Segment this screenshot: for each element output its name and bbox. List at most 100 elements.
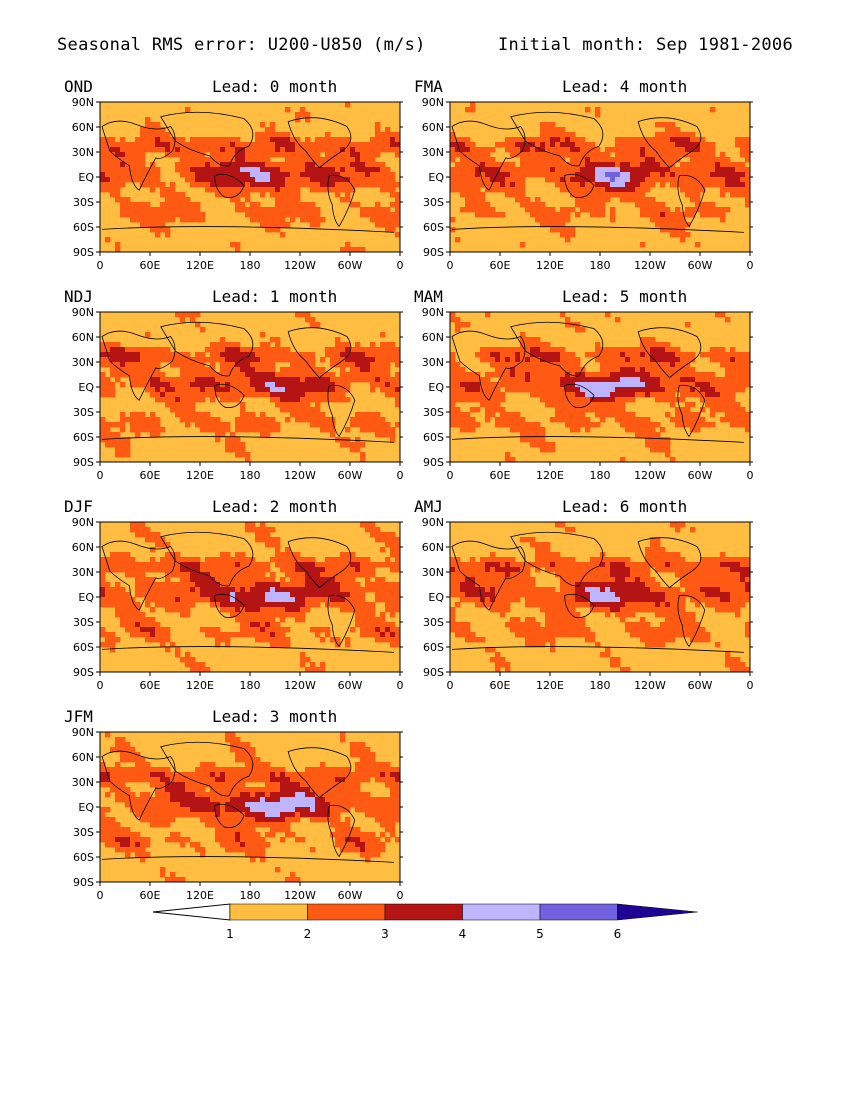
contour-cell [625, 197, 631, 203]
contour-cell [235, 782, 241, 788]
contour-cell [175, 597, 181, 603]
contour-cell [300, 587, 306, 593]
contour-cell [250, 607, 256, 613]
contour-cell [265, 832, 271, 838]
contour-cell [635, 177, 641, 183]
contour-cell [210, 177, 216, 183]
contour-cell [745, 372, 750, 378]
contour-cell [225, 822, 231, 828]
contour-cell [105, 382, 111, 388]
contour-cell [735, 162, 741, 168]
contour-cell [730, 177, 736, 183]
contour-cell [605, 157, 611, 163]
contour-cell [115, 637, 121, 643]
contour-cell [180, 402, 186, 408]
contour-cell [670, 387, 676, 393]
contour-cell [610, 352, 616, 358]
contour-cell [260, 562, 266, 568]
contour-cell [265, 637, 271, 643]
contour-cell [310, 812, 316, 818]
contour-cell [280, 407, 286, 413]
contour-cell [545, 357, 551, 363]
contour-cell [360, 747, 366, 753]
contour-cell [250, 387, 256, 393]
contour-cell [340, 777, 346, 783]
contour-cell [240, 412, 246, 418]
contour-cell [325, 777, 331, 783]
contour-cell [375, 597, 381, 603]
contour-cell [580, 182, 586, 188]
contour-cell [715, 182, 721, 188]
contour-cell [175, 352, 181, 358]
contour-cell [700, 142, 706, 148]
contour-cell [200, 777, 206, 783]
contour-cell [115, 367, 121, 373]
contour-cell [240, 622, 246, 628]
contour-cell [255, 637, 261, 643]
contour-cell [675, 227, 681, 233]
contour-cell [675, 357, 681, 363]
contour-cell [235, 437, 241, 443]
contour-cell [335, 142, 341, 148]
contour-cell [120, 562, 126, 568]
contour-cell [135, 372, 141, 378]
contour-cell [565, 177, 571, 183]
contour-cell [670, 132, 676, 138]
contour-cell [225, 777, 231, 783]
contour-cell [515, 182, 521, 188]
contour-cell [645, 142, 651, 148]
contour-cell [685, 207, 691, 213]
contour-cell [220, 147, 226, 153]
contour-cell [365, 557, 371, 563]
contour-cell [675, 132, 681, 138]
contour-cell [225, 607, 231, 613]
contour-cell [100, 427, 106, 433]
contour-cell [600, 202, 606, 208]
contour-cell [205, 137, 211, 143]
contour-cell [145, 772, 151, 778]
contour-cell [185, 152, 191, 158]
contour-cell [255, 767, 261, 773]
contour-cell [545, 132, 551, 138]
contour-cell [690, 147, 696, 153]
contour-cell [210, 162, 216, 168]
contour-cell [255, 207, 261, 213]
contour-cell [250, 147, 256, 153]
contour-cell [280, 357, 286, 363]
contour-cell [180, 877, 186, 882]
contour-cell [275, 592, 281, 598]
contour-cell [690, 192, 696, 198]
contour-cell [295, 582, 301, 588]
contour-cell [110, 832, 116, 838]
contour-cell [270, 557, 276, 563]
contour-cell [320, 427, 326, 433]
contour-cell [140, 427, 146, 433]
contour-cell [160, 147, 166, 153]
contour-cell [225, 167, 231, 173]
contour-cell [140, 372, 146, 378]
contour-cell [260, 217, 266, 223]
contour-cell [520, 387, 526, 393]
contour-cell [560, 217, 566, 223]
contour-cell [145, 422, 151, 428]
contour-cell [350, 202, 356, 208]
contour-cell [320, 142, 326, 148]
contour-cell [245, 522, 251, 528]
contour-cell [190, 582, 196, 588]
contour-cell [460, 177, 466, 183]
contour-cell [315, 177, 321, 183]
coastline-path [160, 321, 254, 377]
contour-cell [455, 372, 461, 378]
contour-cell [115, 582, 121, 588]
contour-cell [370, 752, 376, 758]
contour-cell [240, 627, 246, 633]
contour-cell [115, 782, 121, 788]
contour-cell [595, 387, 601, 393]
contour-cell [230, 737, 236, 743]
contour-cell [315, 597, 321, 603]
lat-tick-label: EQ [78, 171, 94, 184]
contour-cell [510, 137, 516, 143]
contour-cell [350, 372, 356, 378]
contour-cell [330, 427, 336, 433]
